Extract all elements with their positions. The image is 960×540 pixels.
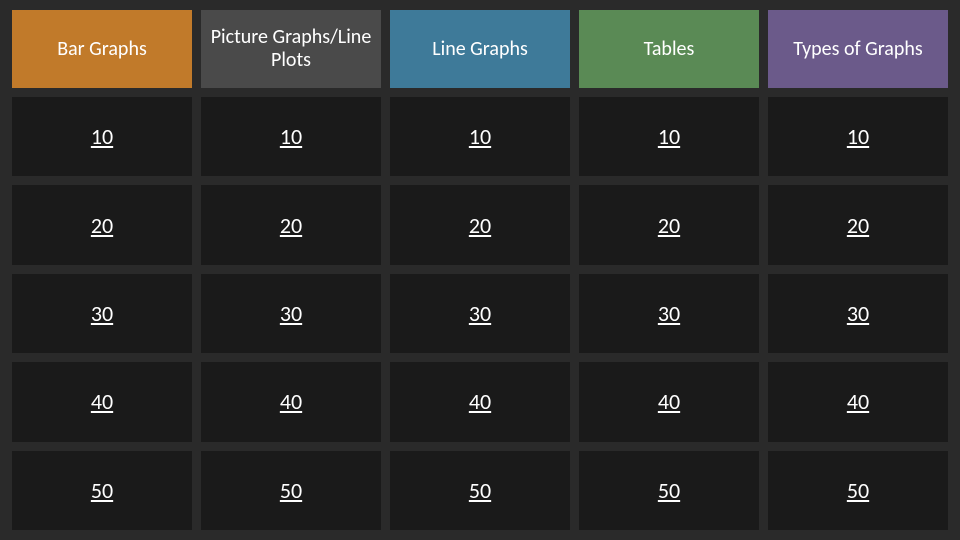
- value-cell[interactable]: 40: [201, 362, 381, 441]
- value-cell[interactable]: 10: [579, 97, 759, 176]
- value-cell[interactable]: 10: [201, 97, 381, 176]
- value-cell[interactable]: 20: [579, 185, 759, 264]
- value-cell[interactable]: 20: [201, 185, 381, 264]
- category-header: Picture Graphs/Line Plots: [201, 10, 381, 88]
- category-header: Tables: [579, 10, 759, 88]
- value-cell[interactable]: 50: [390, 451, 570, 530]
- value-cell[interactable]: 30: [768, 274, 948, 353]
- value-cell[interactable]: 50: [201, 451, 381, 530]
- value-cell[interactable]: 40: [579, 362, 759, 441]
- value-cell[interactable]: 30: [201, 274, 381, 353]
- value-cell[interactable]: 10: [390, 97, 570, 176]
- value-cell[interactable]: 50: [768, 451, 948, 530]
- value-cell[interactable]: 40: [390, 362, 570, 441]
- category-header: Bar Graphs: [12, 10, 192, 88]
- value-cell[interactable]: 50: [12, 451, 192, 530]
- value-cell[interactable]: 50: [579, 451, 759, 530]
- value-cell[interactable]: 10: [768, 97, 948, 176]
- value-cell[interactable]: 30: [12, 274, 192, 353]
- value-cell[interactable]: 40: [12, 362, 192, 441]
- category-header: Types of Graphs: [768, 10, 948, 88]
- value-cell[interactable]: 10: [12, 97, 192, 176]
- value-cell[interactable]: 20: [390, 185, 570, 264]
- value-cell[interactable]: 20: [768, 185, 948, 264]
- value-cell[interactable]: 20: [12, 185, 192, 264]
- jeopardy-board: Bar Graphs Picture Graphs/Line Plots Lin…: [12, 10, 948, 530]
- value-cell[interactable]: 30: [390, 274, 570, 353]
- value-cell[interactable]: 40: [768, 362, 948, 441]
- category-header: Line Graphs: [390, 10, 570, 88]
- value-cell[interactable]: 30: [579, 274, 759, 353]
